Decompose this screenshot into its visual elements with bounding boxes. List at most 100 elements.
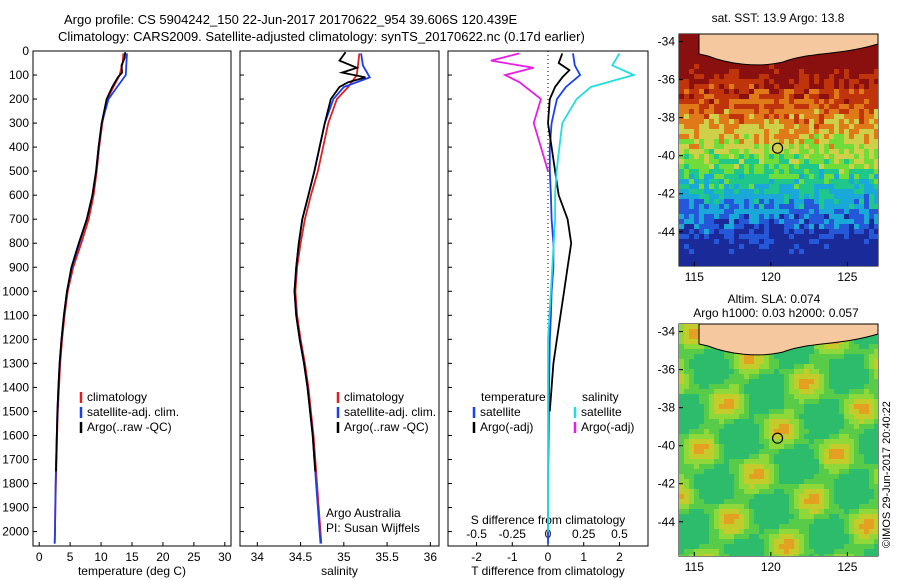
x-tick-label: 0 (36, 550, 43, 564)
depth-tick-label: 1100 (3, 308, 29, 322)
map-lat-tick-label: -36 (658, 73, 676, 87)
imos-timestamp: ©IMOS 29-Jun-2017 20:40:22 (881, 401, 893, 548)
x-axis-label: T difference from climatology (471, 564, 625, 578)
x-tick-label: -1 (507, 550, 518, 564)
depth-tick-label: 1400 (2, 380, 29, 394)
map-lat-tick-label: -42 (658, 477, 676, 491)
depth-tick-label: 100 (9, 68, 29, 82)
argo-float-marker (771, 432, 784, 444)
sla-map-field (679, 324, 878, 556)
profile-line-1 (53, 53, 125, 544)
x-tick-label: 34 (251, 550, 265, 564)
legend-entry: Argo(-adj) (480, 420, 533, 434)
map-lon-tick-label: 125 (837, 270, 857, 284)
x-tick-label: 2 (616, 550, 623, 564)
x-tick-label: 25 (187, 550, 201, 564)
legend-title-salinity: salinity (582, 390, 619, 404)
depth-tick-label: 900 (9, 260, 29, 274)
depth-tick-label: 1300 (2, 356, 29, 370)
map-lat-tick-label: -34 (658, 325, 676, 339)
map-lat-tick-label: -44 (658, 515, 676, 529)
map-lat-tick-label: -40 (658, 149, 676, 163)
legend-entry: satellite (480, 405, 521, 419)
depth-tick-label: 1600 (2, 428, 29, 442)
difference-line-1 (547, 53, 582, 544)
legend-entry: Argo(..raw -QC) (87, 420, 172, 434)
depth-tick-label: 1700 (2, 452, 29, 466)
x-tick-label: 34.5 (289, 550, 313, 564)
map-lat-tick-label: -36 (658, 363, 676, 377)
depth-tick-label: 300 (9, 116, 29, 130)
depth-tick-label: 1800 (2, 477, 29, 491)
chart-title-line-1: Argo profile: CS 5904242_150 22-Jun-2017… (64, 12, 518, 27)
map-lon-tick-label: 115 (685, 560, 704, 574)
x-axis-label: temperature (deg C) (78, 564, 186, 578)
map-lat-tick-label: -38 (658, 111, 676, 125)
profile-line-2 (293, 53, 372, 544)
x-tick-label: 35.5 (375, 550, 399, 564)
map-lat-tick-label: -40 (658, 439, 676, 453)
depth-tick-label: 600 (9, 188, 29, 202)
x-tick-label: 36 (424, 550, 438, 564)
difference-line-4 (490, 52, 549, 172)
legend-entry: Argo(-adj) (581, 420, 634, 434)
depth-tick-label: 700 (9, 212, 29, 226)
australia-land (698, 33, 879, 66)
x-tick-label: 0 (545, 550, 552, 564)
x-axis-label: salinity (321, 564, 358, 578)
top-x-tick-label: 0.25 (572, 527, 596, 541)
legend-entry: satellite-adj. clim. (87, 405, 179, 419)
sla-map-title-2: Argo h1000: 0.03 h2000: 0.057 (693, 306, 859, 320)
top-x-tick-label: -0.5 (466, 527, 487, 541)
chart-title-line-2: Climatology: CARS2009. Satellite-adjuste… (58, 29, 585, 44)
profile-line-3 (293, 51, 366, 472)
x-tick-label: 30 (218, 550, 232, 564)
legend-entry: satellite (581, 405, 622, 419)
sst-map-title: sat. SST: 13.9 Argo: 13.8 (712, 11, 845, 25)
profile-line-3 (55, 52, 127, 472)
sst-map-field (679, 34, 878, 266)
map-lat-tick-label: -42 (658, 187, 676, 201)
depth-tick-label: 1200 (2, 332, 29, 346)
map-lon-tick-label: 115 (685, 270, 704, 284)
map-lat-tick-label: -34 (658, 35, 676, 49)
x-tick-label: 1 (580, 550, 587, 564)
legend-title-temperature: temperature (481, 390, 546, 404)
panel-frame-1 (32, 50, 232, 547)
map-lat-tick-label: -44 (658, 225, 676, 239)
depth-tick-label: 1900 (2, 501, 29, 515)
depth-tick-label: 500 (9, 164, 29, 178)
difference-line-2 (547, 53, 573, 412)
legend-entry: climatology (344, 390, 404, 404)
x-tick-label: 10 (94, 550, 108, 564)
depth-tick-label: 1500 (2, 404, 29, 418)
x-tick-label: 5 (67, 550, 74, 564)
top-x-tick-label: -0.25 (499, 527, 527, 541)
x-tick-label: 15 (125, 550, 139, 564)
depth-tick-label: 1000 (2, 284, 29, 298)
depth-tick-label: 400 (9, 140, 29, 154)
australia-land (698, 323, 879, 356)
provider-annotation: Argo Australia (326, 506, 401, 520)
depth-tick-label: 0 (22, 44, 29, 58)
top-x-tick-label: 0.5 (611, 527, 628, 541)
x-tick-label: 35 (337, 550, 351, 564)
legend-entry: Argo(..raw -QC) (344, 420, 429, 434)
map-lat-tick-label: -38 (658, 401, 676, 415)
depth-tick-label: 200 (9, 92, 29, 106)
map-lon-tick-label: 120 (761, 560, 781, 574)
legend-entry: climatology (87, 390, 147, 404)
depth-tick-label: 800 (9, 236, 29, 250)
map-lon-tick-label: 120 (761, 270, 781, 284)
sla-map-title-1: Altim. SLA: 0.074 (728, 292, 821, 306)
difference-line-3 (547, 52, 637, 532)
map-lon-tick-label: 125 (837, 560, 857, 574)
argo-float-marker (771, 142, 784, 154)
pi-annotation: PI: Susan Wijffels (326, 521, 420, 535)
x-tick-label: -2 (471, 550, 482, 564)
legend-entry: satellite-adj. clim. (344, 405, 436, 419)
depth-tick-label: 2000 (2, 525, 29, 539)
profile-line-1 (294, 53, 361, 544)
panel-frame-2 (239, 50, 440, 547)
